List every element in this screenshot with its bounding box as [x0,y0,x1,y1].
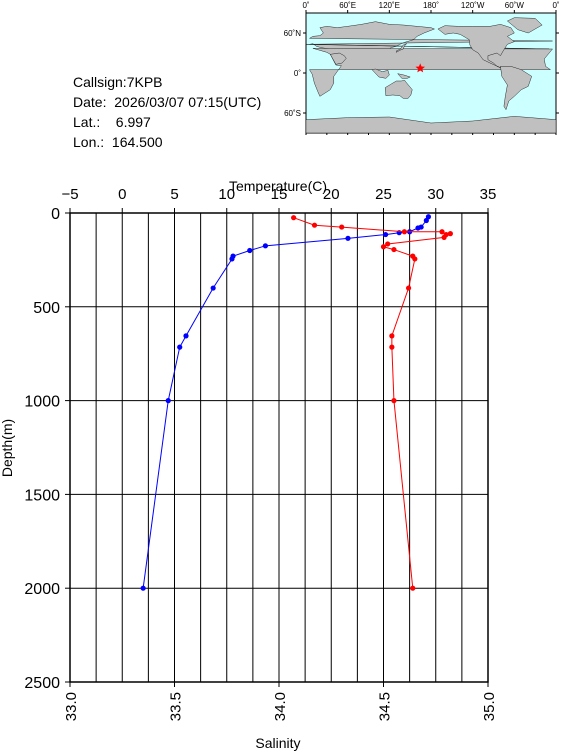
map-landmass [371,68,390,79]
temperature-tick-label: 5 [170,186,178,203]
temperature-tick-label: 35 [480,186,497,203]
salinity-tick-label: 34.5 [377,692,394,721]
temperature-point [262,243,269,249]
salinity-line [293,217,451,589]
map-landmass [384,80,413,99]
location-map: 0˚ 60˚E 120˚E 180˚ 120˚W 60˚W 0˚ 60˚N 0˚ 60˚S [284,1,560,135]
lat-text: Lat.: 6.997 [73,114,151,130]
depth-tick-label: 500 [33,300,60,317]
salinity-point [291,215,297,221]
map-landmass [397,73,411,79]
callsign-text: Callsign:7KPB [73,74,163,90]
salinity-point [439,229,445,235]
map-landmass [396,43,407,53]
temperature-point [183,333,189,339]
temperature-point [165,398,171,404]
map-lat-label: 60˚N [284,29,302,38]
temperature-axis-label: Temperature(C) [229,178,327,194]
temperature-tick-label: 30 [427,186,444,203]
salinity-tick-label: 35.0 [481,692,498,721]
temperature-point [247,247,253,254]
salinity-tick-label: 34.0 [272,692,289,721]
map-lon-label: 120˚W [461,1,485,10]
salinity-point [410,585,416,591]
map-axes: 0˚ 60˚E 120˚E 180˚ 120˚W 60˚W 0˚ 60˚N 0˚ 60˚S [284,1,560,135]
station-star-icon [415,63,425,73]
map-landmass [437,24,515,68]
map-land [305,17,557,134]
temperature-point [140,585,146,591]
salinity-point [311,222,318,228]
map-landmass [507,17,543,34]
depth-tick-label: 1000 [24,394,60,411]
map-lat-label: 60˚S [284,109,301,118]
temperature-tick-label: 10 [218,186,235,203]
salinity-point [401,229,407,235]
map-lon-label: 180˚ [423,1,439,10]
temperature-point [345,235,351,241]
depth-tick-label: 2000 [24,581,60,598]
chart-series [140,214,453,591]
salinity-point [405,285,412,291]
temperature-point [423,217,429,224]
map-lon-label: 60˚W [505,1,525,10]
temperature-point [177,344,183,350]
lon-text: Lon.: 164.500 [73,134,163,150]
temperature-point [382,231,389,238]
depth-tick-label: 0 [51,206,60,223]
salinity-point [380,244,387,250]
salinity-tick-label: 33.5 [168,692,185,721]
salinity-tick-label: 33.0 [63,692,80,721]
map-lon-label: 0˚ [302,1,309,10]
map-landmass [309,48,553,97]
depth-tick-label: 1500 [24,487,60,504]
chart-grid [69,212,489,683]
temperature-tick-label: 0 [118,186,126,203]
salinity-point [389,333,395,339]
temperature-point [229,256,235,262]
map-lon-label: 120˚E [379,1,400,10]
salinity-point [339,224,345,230]
temperature-tick-label: 25 [375,186,392,203]
temperature-tick-label: 20 [323,186,340,203]
temperature-point [415,225,421,231]
temperature-tick-label: 15 [271,186,288,203]
map-lon-label: 0˚ [552,1,559,10]
salinity-point [391,398,397,404]
salinity-point [389,344,395,350]
temperature-tick-label: −5 [61,186,78,203]
map-landmass [500,66,532,111]
temperature-line [142,216,429,589]
map-landmass [329,52,347,65]
map-lon-label: 60˚E [339,1,356,10]
depth-axis-label: Depth(m) [0,419,15,477]
salinity-point [391,246,397,253]
date-text: Date: 2026/03/07 07:15(UTC) [73,94,262,110]
temperature-point [210,285,216,291]
salinity-point [385,241,391,247]
depth-tick-label: 2500 [24,675,60,692]
salinity-point [441,234,447,240]
salinity-axis-label: Salinity [255,735,300,751]
station-marker-star [415,63,425,73]
salinity-point [412,256,418,262]
salinity-point [447,231,453,237]
map-lat-label: 0˚ [294,69,301,78]
